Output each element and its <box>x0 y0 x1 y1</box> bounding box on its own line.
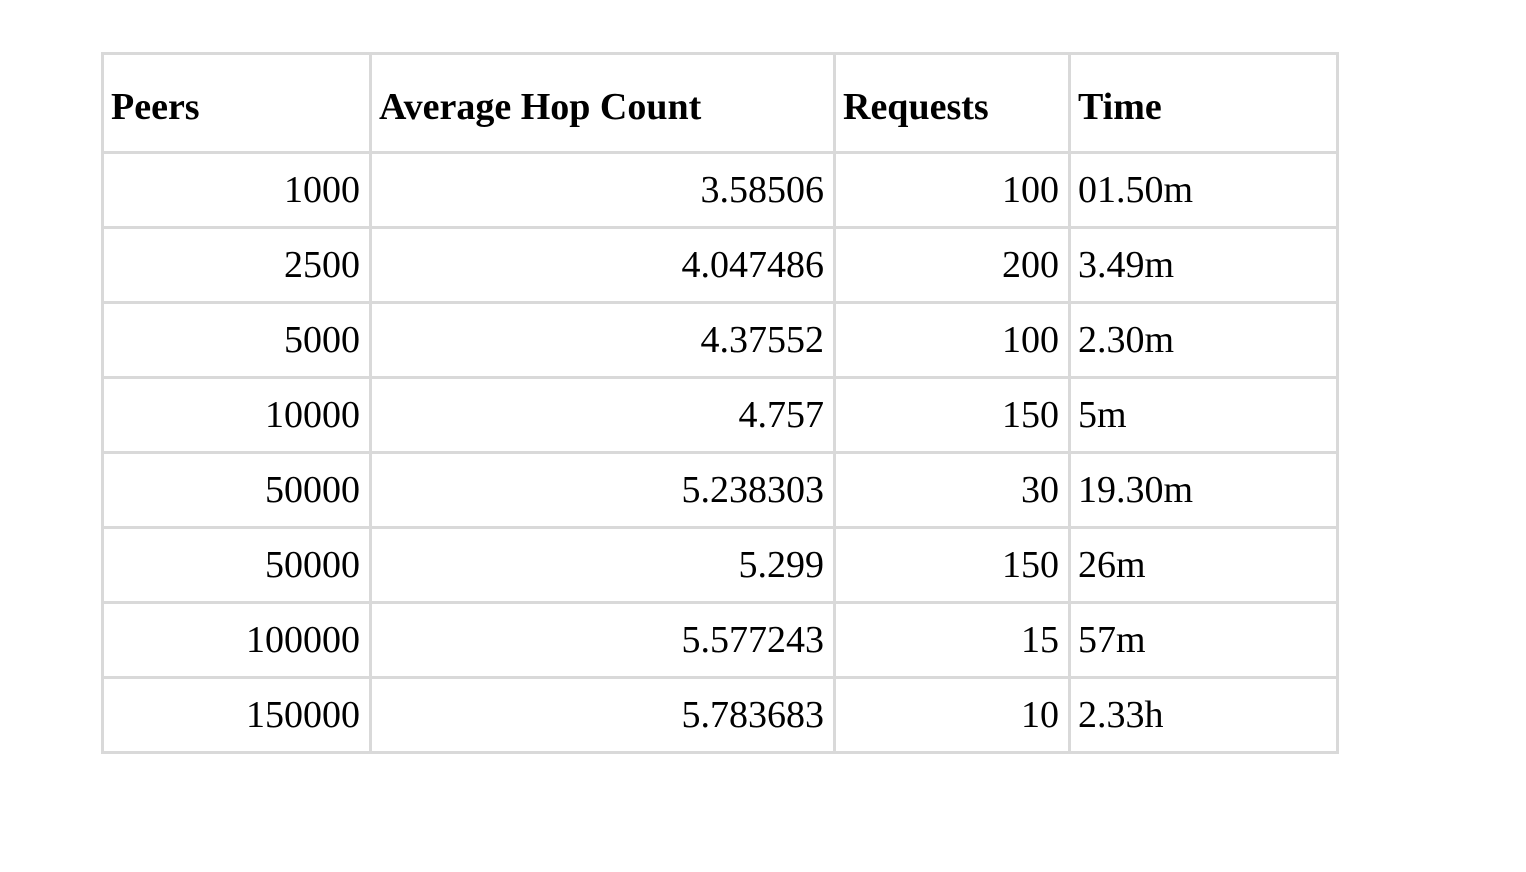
cell-peers: 5000 <box>101 301 372 379</box>
cell-average-hop-count: 5.783683 <box>369 676 836 754</box>
table-header: Peers Average Hop Count Requests Time <box>101 52 1339 154</box>
table-row: 50000 5.238303 30 19.30m <box>101 451 1339 529</box>
header-row: Peers Average Hop Count Requests Time <box>101 52 1339 154</box>
table-row: 5000 4.37552 100 2.30m <box>101 301 1339 379</box>
header-average-hop-count: Average Hop Count <box>369 52 836 154</box>
table-row: 10000 4.757 150 5m <box>101 376 1339 454</box>
cell-average-hop-count: 4.37552 <box>369 301 836 379</box>
cell-requests: 15 <box>833 601 1071 679</box>
results-table: Peers Average Hop Count Requests Time 10… <box>101 52 1339 754</box>
cell-requests: 150 <box>833 376 1071 454</box>
cell-requests: 150 <box>833 526 1071 604</box>
header-requests: Requests <box>833 52 1071 154</box>
cell-average-hop-count: 4.757 <box>369 376 836 454</box>
cell-requests: 30 <box>833 451 1071 529</box>
table-row: 100000 5.577243 15 57m <box>101 601 1339 679</box>
cell-time: 2.30m <box>1068 301 1339 379</box>
cell-peers: 50000 <box>101 526 372 604</box>
table-row: 2500 4.047486 200 3.49m <box>101 226 1339 304</box>
table-row: 150000 5.783683 10 2.33h <box>101 676 1339 754</box>
cell-requests: 200 <box>833 226 1071 304</box>
cell-average-hop-count: 5.577243 <box>369 601 836 679</box>
table-row: 50000 5.299 150 26m <box>101 526 1339 604</box>
cell-average-hop-count: 3.58506 <box>369 151 836 229</box>
cell-peers: 10000 <box>101 376 372 454</box>
cell-time: 5m <box>1068 376 1339 454</box>
cell-time: 2.33h <box>1068 676 1339 754</box>
cell-peers: 1000 <box>101 151 372 229</box>
header-time: Time <box>1068 52 1339 154</box>
table-body: 1000 3.58506 100 01.50m 2500 4.047486 20… <box>101 151 1339 754</box>
cell-peers: 2500 <box>101 226 372 304</box>
cell-requests: 100 <box>833 301 1071 379</box>
cell-average-hop-count: 5.299 <box>369 526 836 604</box>
cell-requests: 10 <box>833 676 1071 754</box>
cell-average-hop-count: 4.047486 <box>369 226 836 304</box>
table-row: 1000 3.58506 100 01.50m <box>101 151 1339 229</box>
cell-average-hop-count: 5.238303 <box>369 451 836 529</box>
cell-time: 57m <box>1068 601 1339 679</box>
cell-peers: 100000 <box>101 601 372 679</box>
cell-peers: 150000 <box>101 676 372 754</box>
header-peers: Peers <box>101 52 372 154</box>
cell-peers: 50000 <box>101 451 372 529</box>
cell-requests: 100 <box>833 151 1071 229</box>
cell-time: 26m <box>1068 526 1339 604</box>
cell-time: 19.30m <box>1068 451 1339 529</box>
cell-time: 3.49m <box>1068 226 1339 304</box>
cell-time: 01.50m <box>1068 151 1339 229</box>
